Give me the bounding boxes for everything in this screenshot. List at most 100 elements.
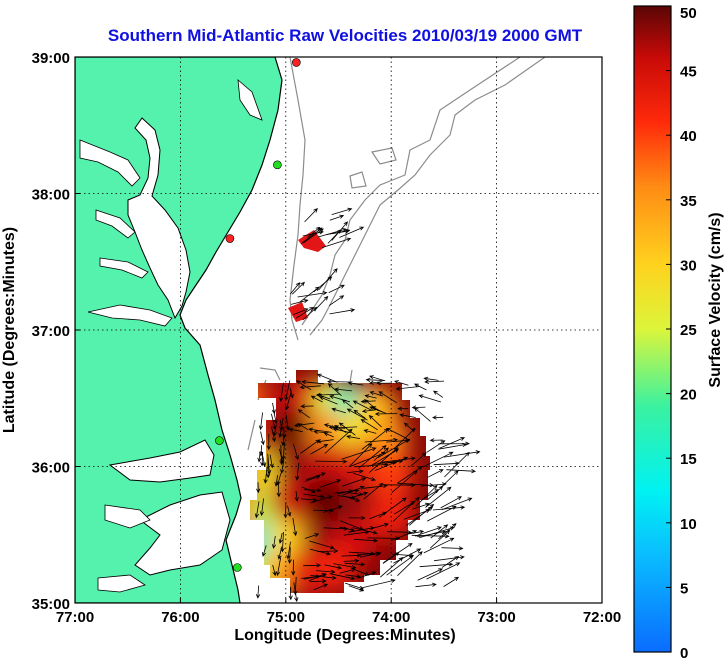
velocity-vector	[441, 546, 464, 551]
velocity-vector	[285, 390, 292, 411]
velocity-vector	[260, 431, 265, 446]
velocity-vector	[441, 497, 473, 511]
velocity-vector	[329, 573, 356, 581]
velocity-vector	[346, 408, 368, 421]
velocity-vector	[329, 308, 356, 315]
colorbar	[633, 5, 672, 653]
velocity-vector	[303, 493, 325, 499]
velocity-vector	[292, 308, 309, 316]
velocity-vector	[331, 207, 353, 215]
velocity-vector	[368, 414, 382, 428]
velocity-vector	[329, 214, 345, 221]
velocity-vector	[441, 555, 460, 568]
velocity-vector	[422, 451, 454, 468]
velocity-vector	[391, 553, 415, 558]
velocity-vector	[361, 408, 376, 414]
velocity-vector	[395, 386, 420, 391]
velocity-vector	[355, 569, 370, 576]
velocity-vector	[304, 475, 321, 482]
velocity-vector	[301, 379, 325, 385]
velocity-vector	[329, 394, 351, 403]
velocity-vector	[403, 422, 415, 432]
velocity-vector	[394, 380, 409, 386]
velocity-vector	[350, 451, 386, 467]
velocity-vector	[416, 530, 447, 538]
velocity-vector	[278, 532, 283, 544]
velocity-vector	[347, 469, 364, 474]
velocity-vector	[292, 281, 305, 295]
velocity-vector	[310, 575, 337, 580]
velocity-vector	[392, 496, 420, 522]
velocity-vector	[390, 530, 418, 541]
velocity-vector	[306, 472, 326, 480]
velocity-vector	[433, 390, 444, 398]
velocity-vector	[301, 497, 318, 502]
velocity-vector	[281, 442, 286, 461]
velocity-vector	[363, 483, 388, 489]
x-tick-label: 73:00	[477, 609, 515, 626]
velocity-vector	[295, 307, 315, 319]
velocity-vector	[358, 445, 387, 469]
velocity-vector	[424, 379, 445, 384]
velocity-vector	[380, 557, 404, 578]
velocity-vector	[266, 457, 271, 479]
velocity-vector	[323, 505, 343, 513]
velocity-vector	[280, 531, 285, 553]
colorbar-tick-label: 20	[680, 387, 697, 404]
velocity-vector	[443, 450, 481, 458]
x-tick-label: 77:00	[56, 609, 94, 626]
velocity-vector	[279, 382, 284, 403]
velocity-vector	[369, 447, 399, 473]
colorbar-tick-label: 50	[680, 5, 697, 22]
y-axis-label: Latitude (Degrees:Minutes)	[1, 227, 18, 433]
velocity-vector	[271, 426, 276, 443]
velocity-vector	[300, 227, 323, 245]
velocity-vector	[443, 576, 460, 587]
velocity-vector	[323, 526, 349, 531]
velocity-vector	[425, 486, 452, 508]
velocity-vector	[309, 540, 335, 550]
colorbar-label: Surface Velocity (cm/s)	[707, 212, 724, 387]
velocity-vector	[291, 299, 309, 305]
velocity-vector	[438, 442, 468, 450]
velocity-vector	[304, 208, 318, 223]
velocity-vector	[397, 551, 423, 576]
velocity-vector	[288, 427, 303, 433]
chart-title: Southern Mid-Atlantic Raw Velocities 201…	[108, 26, 583, 45]
y-tick-label: 37:00	[32, 323, 70, 340]
y-axis: 35:00 36:00 37:00 38:00 39:00	[32, 50, 80, 613]
velocity-vector	[313, 508, 334, 513]
y-tick-label: 38:00	[32, 187, 70, 204]
contour-slope	[309, 57, 546, 336]
velocity-vector	[414, 407, 431, 422]
velocity-vector	[360, 399, 376, 404]
velocity-vector	[429, 438, 443, 443]
velocity-vector	[374, 411, 398, 417]
velocity-vector	[314, 295, 329, 312]
velocity-vector	[418, 394, 442, 403]
velocity-vector	[423, 537, 455, 554]
velocity-vector	[334, 387, 352, 392]
velocity-vector	[296, 380, 312, 391]
velocity-vector	[378, 391, 398, 404]
velocity-vector	[258, 412, 264, 431]
velocity-vector	[266, 433, 271, 451]
velocity-vector	[343, 558, 360, 563]
velocity-vector	[338, 422, 356, 436]
velocity-vector	[411, 405, 426, 410]
velocity-vector	[300, 404, 314, 409]
x-axis: 77:00 76:00 75:00 74:00 73:00 72:00	[56, 598, 621, 626]
velocity-vector	[410, 452, 427, 467]
velocity-vector	[339, 226, 365, 238]
velocity-vector	[301, 486, 316, 493]
chesapeake-bay	[127, 117, 191, 320]
velocity-vector	[440, 496, 462, 509]
velocity-vector	[341, 553, 362, 558]
velocity-vector	[295, 462, 300, 481]
velocity-vector	[281, 434, 286, 447]
colorbar-tick-label: 35	[680, 193, 697, 210]
velocity-vector	[278, 417, 284, 438]
velocity-vector	[269, 454, 274, 469]
velocity-vector	[346, 434, 361, 439]
colorbar-tick-label: 45	[680, 64, 697, 81]
